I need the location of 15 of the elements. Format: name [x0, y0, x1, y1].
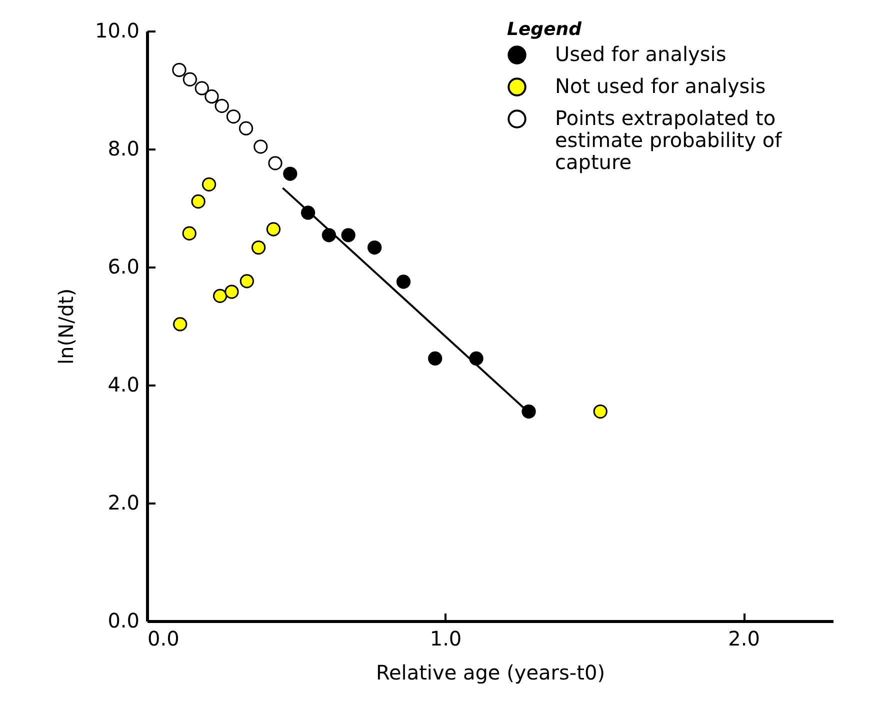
legend-label: Not used for analysis	[555, 74, 766, 98]
y-tick-label: 4.0	[108, 372, 140, 396]
y-tick-label: 6.0	[108, 254, 140, 278]
legend-title: Legend	[507, 19, 583, 40]
y-axis-title: ln(N/dt)	[54, 288, 78, 365]
x-tick-label: 2.0	[728, 626, 760, 650]
y-tick-label: 2.0	[108, 490, 140, 514]
legend-label: Points extrapolated to estimate probability of capture	[555, 106, 783, 174]
x-tick-label: 0.0	[148, 626, 180, 650]
x-axis-title: Relative age (years-t0)	[376, 660, 606, 684]
y-tick-label: 10.0	[94, 18, 140, 42]
legend-label: Used for analysis	[555, 42, 726, 66]
y-tick-label: 0.0	[108, 608, 140, 632]
y-tick-label: 8.0	[108, 136, 140, 160]
x-tick-label: 1.0	[430, 626, 462, 650]
